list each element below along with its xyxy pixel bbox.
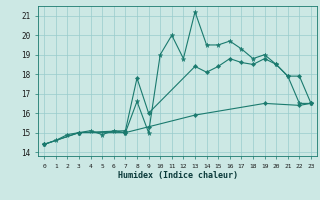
X-axis label: Humidex (Indice chaleur): Humidex (Indice chaleur) [118,171,238,180]
